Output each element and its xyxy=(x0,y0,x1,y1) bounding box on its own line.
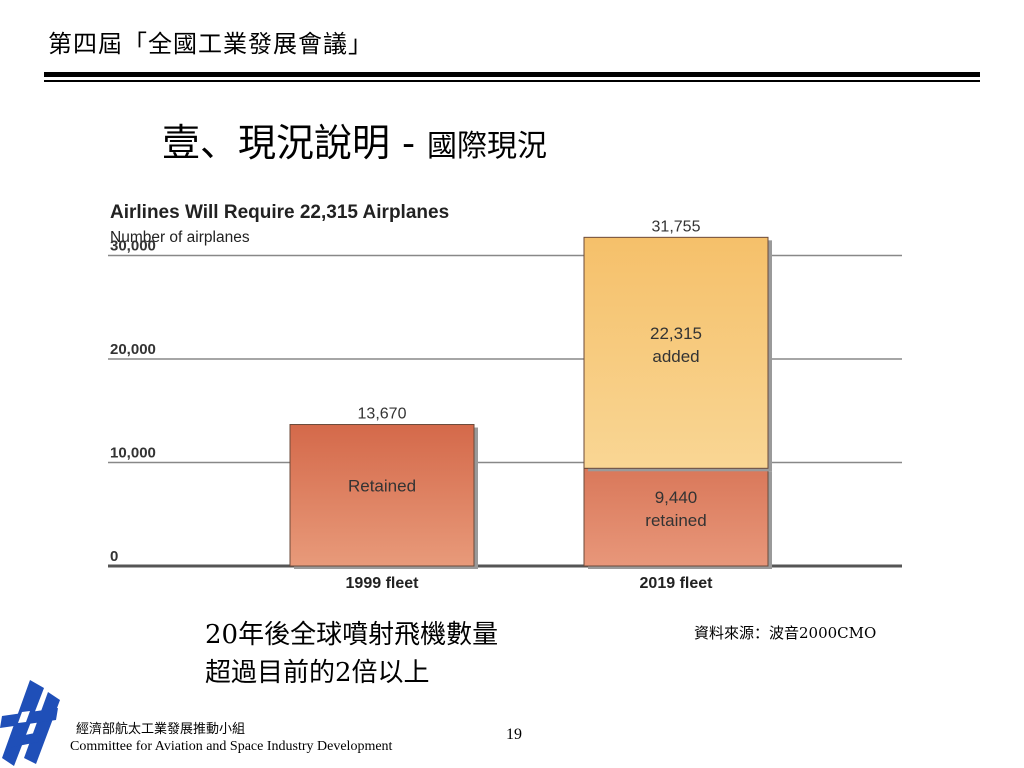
bar-segment-label: 9,440 xyxy=(655,488,698,507)
chart-title: Airlines Will Require 22,315 Airplanes xyxy=(110,202,449,223)
y-axis-label: Number of airplanes xyxy=(110,229,250,246)
x-category-label: 2019 fleet xyxy=(640,575,714,592)
header-rule-thin xyxy=(44,80,980,82)
bar-total-label: 13,670 xyxy=(358,406,407,423)
bar-segment-added xyxy=(583,236,769,469)
header-rule-thick xyxy=(44,72,980,77)
heading-main: 壹、現況說明 xyxy=(162,121,391,165)
caption: 20年後全球噴射飛機數量 超過目前的2倍以上 xyxy=(205,616,498,692)
bar-segment-retained xyxy=(583,467,769,567)
org-name-english: Committee for Aviation and Space Industr… xyxy=(70,739,393,754)
source-note: 資料來源：波音2000CMO xyxy=(694,624,877,642)
fleet-chart: Airlines Will Require 22,315 Airplanes Nu… xyxy=(108,202,902,592)
y-tick-label: 20,000 xyxy=(110,341,156,358)
org-name-chinese: 經濟部航太工業發展推動小組 xyxy=(76,722,246,737)
y-tick-label: 0 xyxy=(110,548,118,565)
x-category-label: 1999 fleet xyxy=(346,575,420,592)
bar-segment-label: retained xyxy=(645,511,706,530)
heading-dash: - xyxy=(390,121,428,165)
bar-segment-label: Retained xyxy=(348,476,416,495)
y-tick-label: 30,000 xyxy=(110,238,156,255)
caisid-logo-icon xyxy=(0,680,60,766)
bar-segment-label: added xyxy=(652,347,699,366)
caption-line-2: 超過目前的2倍以上 xyxy=(205,658,430,688)
bar-segment-retained xyxy=(289,424,475,567)
page-number: 19 xyxy=(506,726,522,743)
bar-segment-label: 22,315 xyxy=(650,324,702,343)
y-tick-label: 10,000 xyxy=(110,445,156,462)
header-title: 第四屆「全國工業發展會議」 xyxy=(48,30,373,58)
slide-heading: 壹、現況說明 - 國際現況 xyxy=(162,112,547,167)
bar-total-label: 31,755 xyxy=(652,218,701,235)
heading-sub: 國際現況 xyxy=(427,129,548,164)
caption-line-1: 20年後全球噴射飛機數量 xyxy=(205,620,499,650)
